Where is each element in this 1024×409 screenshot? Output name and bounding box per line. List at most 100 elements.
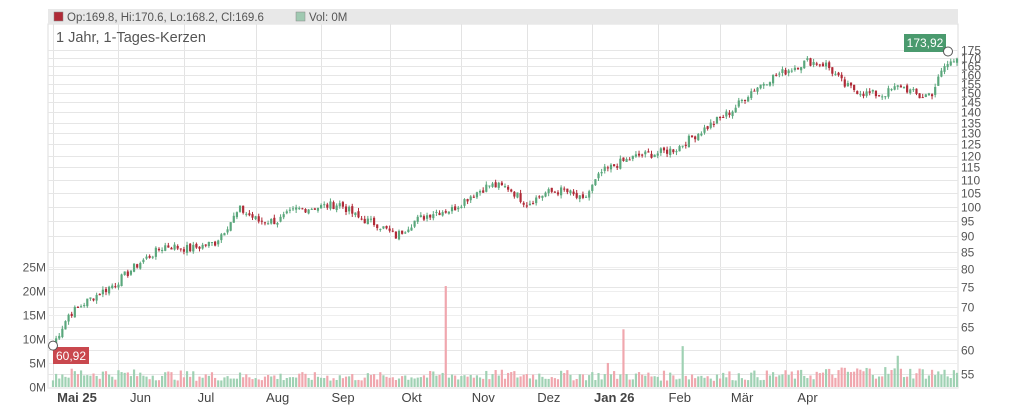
- volume-bar: [507, 372, 510, 387]
- candle-body: [76, 306, 80, 308]
- candle-body: [725, 111, 728, 117]
- volume-bar: [104, 371, 108, 387]
- volume-bar: [407, 379, 410, 387]
- candle-body: [429, 214, 432, 218]
- candle-body: [185, 244, 189, 253]
- candle-body: [800, 67, 803, 71]
- candle-body: [818, 64, 821, 66]
- candle-body: [669, 148, 672, 155]
- volume-bar: [307, 377, 310, 387]
- candle-body: [906, 85, 909, 93]
- candle-body: [535, 197, 538, 204]
- candle-body: [946, 64, 949, 68]
- volume-bar: [157, 380, 161, 387]
- candle-body: [678, 146, 681, 152]
- volume-bar: [560, 370, 563, 387]
- volume-bar: [806, 378, 809, 387]
- candle-body: [416, 216, 419, 222]
- volume-bar: [519, 376, 522, 387]
- volume-tick-label: 25M: [23, 261, 46, 275]
- candle-body: [544, 192, 547, 197]
- candle-body: [273, 217, 276, 225]
- candle-body: [874, 90, 878, 97]
- volume-bar: [899, 368, 902, 387]
- volume-bar: [849, 372, 853, 387]
- candle-body: [485, 184, 488, 192]
- candle-body: [404, 232, 407, 234]
- candle-body: [316, 207, 320, 211]
- candle-body: [123, 271, 126, 275]
- candle-body: [397, 230, 401, 240]
- candle-body: [734, 107, 737, 113]
- price-tick-label: 130: [961, 127, 981, 141]
- volume-bar: [912, 378, 915, 387]
- volume-bar: [235, 378, 239, 387]
- volume-bar: [419, 377, 422, 387]
- volume-bar: [176, 380, 179, 387]
- time-tick-label: Okt: [402, 390, 423, 405]
- volume-bar: [500, 369, 503, 387]
- volume-bar: [129, 376, 133, 387]
- volume-bar: [95, 375, 98, 387]
- volume-bar: [179, 370, 182, 387]
- candle-body: [229, 222, 232, 231]
- candle-body: [195, 243, 198, 248]
- candle-body: [812, 62, 815, 65]
- volume-bar: [893, 368, 896, 387]
- candle-body: [868, 91, 871, 93]
- volume-bar: [837, 370, 840, 387]
- volume-bar: [909, 368, 912, 387]
- volume-bar: [382, 375, 385, 387]
- candle-body: [469, 196, 472, 201]
- price-tick-label: 100: [961, 201, 981, 215]
- volume-bar: [136, 376, 139, 387]
- candle-body: [619, 158, 622, 169]
- volume-bar: [834, 377, 837, 387]
- volume-bar: [397, 378, 401, 387]
- range-high-badge: [904, 34, 946, 52]
- candle-body: [519, 193, 522, 202]
- volume-bar: [463, 375, 466, 387]
- volume-bar: [853, 371, 856, 387]
- volume-bar: [388, 377, 391, 387]
- volume-bar: [588, 375, 591, 387]
- candle-body: [837, 72, 840, 76]
- volume-bar: [510, 372, 513, 387]
- price-tick-label: 115: [961, 161, 980, 175]
- candle-body: [700, 133, 703, 136]
- price-tick-label: 110: [961, 174, 980, 188]
- volume-bar: [566, 370, 569, 387]
- candle-body: [425, 215, 429, 219]
- candle-body: [161, 249, 164, 251]
- volume-bar: [469, 374, 472, 387]
- legend-bar: [48, 9, 958, 24]
- price-tick-label: 65: [961, 321, 975, 335]
- candle-body: [606, 167, 609, 169]
- candle-body: [307, 209, 310, 214]
- candle-body: [709, 122, 712, 128]
- volume-bar: [787, 375, 790, 387]
- candle-body: [101, 289, 104, 295]
- price-tick-label: 175: [961, 44, 981, 58]
- candle-body: [840, 74, 843, 79]
- candle-body: [507, 186, 510, 190]
- price-tick-label: 125: [961, 138, 981, 152]
- ohlc-legend-swatch: [53, 11, 64, 22]
- volume-bar: [151, 375, 154, 387]
- volume-bar: [662, 370, 666, 387]
- volume-bar: [631, 379, 634, 387]
- candle-body: [912, 89, 915, 91]
- volume-bar: [556, 379, 560, 387]
- volume-bar: [884, 367, 887, 387]
- volume-bar: [422, 375, 426, 387]
- candle-body: [167, 245, 170, 248]
- volume-bar: [142, 375, 145, 387]
- volume-bar: [338, 375, 341, 387]
- candle-body: [154, 247, 157, 257]
- candle-body: [684, 144, 687, 146]
- candle-body: [706, 126, 709, 129]
- volume-bar: [64, 376, 67, 387]
- candle-body: [603, 166, 606, 171]
- candle-body: [295, 207, 298, 210]
- volume-bar: [195, 380, 198, 387]
